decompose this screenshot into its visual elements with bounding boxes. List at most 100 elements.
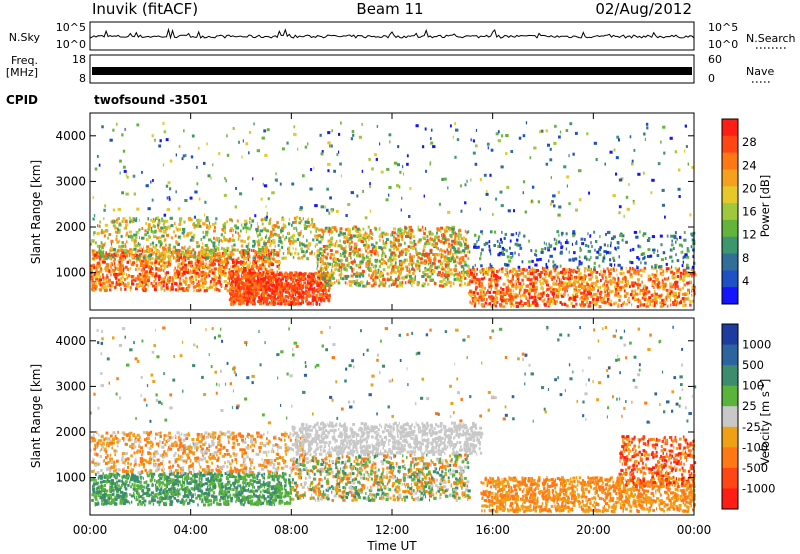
scatter-cell — [409, 256, 414, 260]
scatter-cell — [114, 276, 118, 280]
scatter-cell — [247, 258, 249, 261]
scatter-cell — [168, 256, 170, 260]
scatter-cell — [319, 247, 323, 251]
scatter-cell — [635, 292, 639, 296]
scatter-cell — [425, 252, 428, 256]
scatter-cell — [144, 229, 147, 233]
scatter-cell — [489, 281, 493, 285]
scatter-cell — [296, 238, 299, 241]
scatter-cell — [492, 268, 495, 272]
scatter-cell — [237, 231, 239, 235]
scatter-cell — [453, 273, 455, 277]
scatter-cell — [462, 265, 465, 269]
scatter-cell — [288, 222, 291, 226]
scatter-cell — [202, 235, 206, 239]
scatter-cell — [362, 256, 366, 260]
scatter-cell — [258, 255, 261, 259]
scatter-cell — [151, 261, 154, 265]
scatter-cell — [608, 272, 612, 275]
scatter-cell — [686, 281, 690, 285]
scatter-cell — [383, 260, 386, 264]
scatter-cell — [174, 266, 176, 270]
scatter-cell — [454, 247, 457, 251]
scatter-cell — [258, 280, 262, 284]
scatter-cell — [133, 218, 135, 222]
scatter-cell — [549, 304, 551, 308]
scatter-cell — [274, 287, 276, 291]
scatter-cell — [275, 286, 278, 290]
scatter-cell — [637, 279, 640, 283]
scatter-cell — [415, 253, 419, 257]
scatter-cell — [682, 269, 684, 272]
scatter-cell — [180, 257, 184, 261]
scatter-cell — [392, 241, 396, 245]
scatter-cell — [492, 290, 496, 294]
scatter-cell — [434, 238, 436, 242]
scatter-cell — [393, 235, 395, 239]
scatter-cell — [297, 295, 301, 299]
scatter-cell — [520, 304, 523, 308]
scatter-cell — [391, 265, 395, 269]
scatter-cell — [177, 235, 182, 239]
scatter-cell — [104, 267, 107, 271]
scatter-cell — [316, 284, 320, 287]
scatter-cell — [397, 276, 401, 280]
scatter-cell — [272, 278, 276, 282]
scatter-cell — [593, 268, 596, 272]
scatter-cell — [682, 297, 685, 301]
scatter-cell — [346, 256, 348, 260]
scatter-cell — [257, 245, 259, 249]
scatter-cell — [483, 276, 486, 280]
scatter-cell — [353, 272, 357, 276]
scatter-cell — [205, 233, 209, 237]
scatter-cell — [280, 283, 283, 287]
scatter-cell — [295, 226, 297, 230]
scatter-cell — [331, 265, 334, 268]
scatter-cell — [300, 219, 303, 223]
scatter-cell — [194, 275, 197, 279]
scatter-cell — [389, 278, 392, 281]
scatter-cell — [296, 289, 300, 292]
scatter-cell — [372, 278, 377, 281]
scatter-cell — [295, 274, 299, 278]
scatter-cell — [252, 244, 256, 248]
scatter-cell — [256, 273, 260, 277]
scatter-cell — [278, 248, 281, 252]
scatter-cell — [279, 302, 283, 306]
scatter-cell — [643, 298, 647, 302]
scatter-cell — [449, 268, 453, 272]
scatter-cell — [281, 300, 283, 304]
scatter-cell — [256, 287, 260, 291]
scatter-cell — [478, 269, 483, 273]
scatter-cell — [392, 282, 396, 286]
scatter-cell — [327, 239, 331, 243]
scatter-cell — [461, 271, 465, 275]
scatter-cell — [248, 269, 251, 272]
scatter-cell — [155, 243, 158, 247]
scatter-cell — [278, 279, 281, 283]
scatter-cell — [126, 273, 127, 277]
scatter-cell — [462, 236, 465, 240]
scatter-cell — [238, 277, 241, 281]
scatter-cell — [156, 249, 160, 253]
scatter-cell — [483, 290, 485, 294]
scatter-cell — [118, 223, 122, 227]
scatter-cell — [268, 279, 273, 282]
scatter-cell — [214, 221, 217, 225]
scatter-cell — [412, 271, 415, 275]
scatter-cell — [449, 281, 453, 284]
scatter-cell — [275, 280, 278, 284]
scatter-cell — [448, 226, 450, 230]
scatter-cell — [126, 284, 130, 288]
scatter-cell — [129, 259, 132, 263]
scatter-cell — [389, 256, 392, 260]
scatter-cell — [429, 236, 432, 240]
scatter-cell — [126, 254, 129, 258]
scatter-cell — [213, 280, 216, 284]
scatter-cell — [536, 273, 540, 277]
scatter-cell — [312, 296, 316, 300]
scatter-cell — [261, 245, 263, 249]
scatter-cell — [133, 233, 136, 237]
scatter-cell — [266, 285, 269, 289]
scatter-cell — [432, 263, 436, 267]
